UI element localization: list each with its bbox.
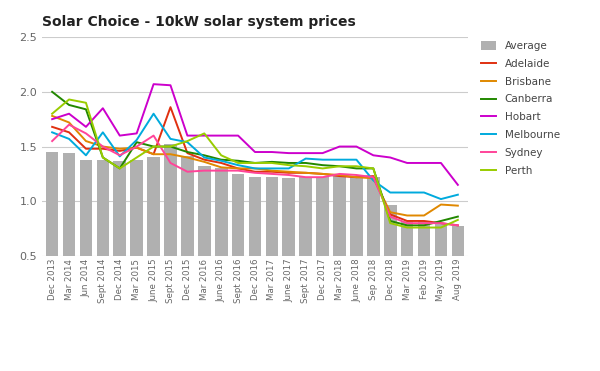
Bar	[367, 177, 380, 311]
Bar	[299, 177, 312, 311]
Bar	[147, 157, 160, 311]
Bar	[215, 168, 227, 311]
Text: Solar Choice - 10kW solar system prices: Solar Choice - 10kW solar system prices	[42, 15, 356, 29]
Bar	[181, 157, 194, 311]
Bar	[248, 177, 262, 311]
Bar	[198, 166, 211, 311]
Bar	[350, 177, 363, 311]
Bar	[316, 177, 329, 311]
Bar	[130, 160, 143, 311]
Bar	[452, 226, 464, 311]
Bar	[333, 176, 346, 311]
Bar	[283, 178, 295, 311]
Bar	[401, 221, 413, 311]
Bar	[384, 204, 397, 311]
Bar	[266, 177, 278, 311]
Bar	[97, 160, 109, 311]
Bar	[113, 161, 126, 311]
Bar	[46, 152, 58, 311]
Bar	[418, 221, 430, 311]
Bar	[434, 223, 447, 311]
Legend: Average, Adelaide, Brisbane, Canberra, Hobart, Melbourne, Sydney, Perth: Average, Adelaide, Brisbane, Canberra, H…	[478, 38, 563, 179]
Bar	[80, 160, 92, 311]
Bar	[232, 174, 244, 311]
Bar	[63, 153, 76, 311]
Bar	[164, 144, 177, 311]
